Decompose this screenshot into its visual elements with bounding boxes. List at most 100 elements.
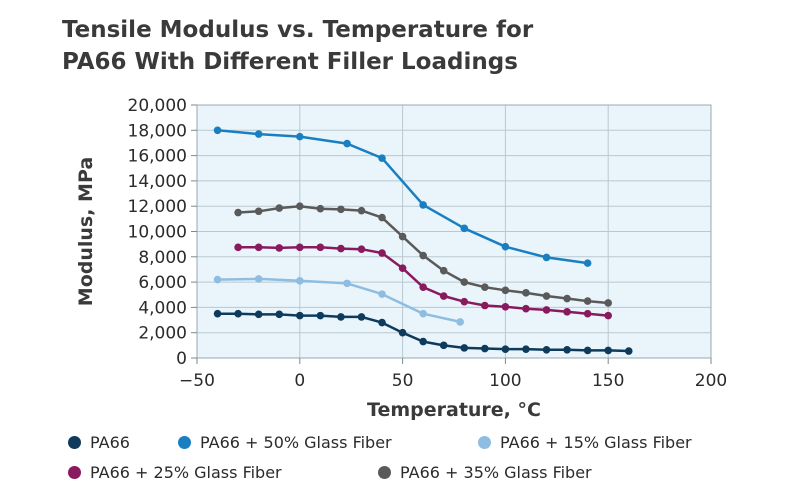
x-tick-label: 50: [392, 371, 414, 391]
data-point: [481, 344, 489, 353]
x-tick-label: 0: [294, 371, 305, 391]
data-point: [542, 292, 551, 300]
y-tick-label: 16,000: [128, 147, 187, 167]
data-point: [419, 201, 427, 209]
data-point: [481, 301, 489, 310]
data-point: [604, 299, 612, 307]
series-0: [213, 309, 633, 355]
data-point: [357, 313, 366, 321]
data-point: [254, 130, 263, 138]
legend-item-pa66-35-glass-fiber: PA66 + 35% Glass Fiber: [378, 463, 592, 482]
data-point: [378, 154, 386, 162]
chart-area: 0 2,000 4,000 6,000 8,000 10,000 12,000 14,000 1…: [75, 96, 727, 421]
data-point: [275, 204, 284, 212]
data-point: [439, 341, 448, 350]
chart-title: Tensile Modulus vs. Temperature for PA66…: [62, 14, 662, 78]
legend-label: PA66 + 15% Glass Fiber: [500, 433, 692, 452]
data-point: [296, 132, 304, 141]
data-point: [460, 278, 469, 286]
data-point: [378, 318, 386, 327]
series-2: [213, 275, 464, 326]
data-point: [501, 242, 510, 251]
data-point: [337, 205, 345, 214]
data-point: [456, 318, 464, 326]
legend-label: PA66: [90, 433, 130, 452]
data-point: [501, 345, 510, 353]
y-tick-label: 6,000: [138, 273, 187, 293]
series-3: [234, 243, 612, 320]
y-tick-label: 18,000: [128, 121, 187, 141]
data-point: [460, 297, 469, 306]
data-point: [604, 311, 612, 320]
y-tick-label: 10,000: [128, 223, 187, 243]
series-4: [234, 202, 612, 307]
data-point: [378, 290, 386, 298]
y-tick-label: 12,000: [128, 197, 187, 217]
legend-marker: [478, 436, 491, 449]
data-point: [522, 289, 530, 297]
data-point: [275, 244, 284, 252]
x-axis-label: Temperature, °C: [367, 399, 541, 421]
data-point: [563, 308, 571, 316]
data-point: [563, 345, 571, 354]
data-point: [398, 328, 407, 337]
data-point: [296, 202, 304, 210]
data-point: [275, 310, 284, 319]
data-point: [213, 309, 222, 318]
x-tick-label: 150: [592, 371, 624, 391]
data-point: [419, 309, 427, 318]
legend-marker: [378, 466, 391, 479]
data-point: [378, 213, 386, 222]
data-point: [624, 347, 633, 355]
data-point: [522, 304, 530, 313]
data-point: [604, 346, 612, 355]
data-point: [316, 311, 325, 320]
y-tick-label: 14,000: [128, 172, 187, 192]
data-point: [542, 345, 551, 354]
data-point: [481, 283, 489, 291]
legend-label: PA66 + 50% Glass Fiber: [200, 433, 392, 452]
data-point: [234, 208, 242, 217]
data-point: [316, 243, 325, 252]
data-point: [398, 232, 407, 241]
legend-item-pa66-25-glass-fiber: PA66 + 25% Glass Fiber: [68, 463, 282, 482]
data-point: [254, 310, 263, 319]
data-point: [254, 207, 263, 216]
chart-title-line-2: PA66 With Different Filler Loadings: [62, 49, 518, 75]
data-point: [213, 275, 222, 284]
series-line: [217, 129, 588, 265]
data-point: [563, 294, 571, 303]
data-point: [522, 345, 530, 353]
data-point: [254, 275, 263, 283]
y-tick-label: 2,000: [138, 324, 187, 344]
data-point: [234, 309, 242, 318]
data-point: [357, 206, 366, 215]
legend-item-pa66: PA66: [68, 433, 130, 452]
data-point: [337, 244, 345, 253]
data-point: [583, 309, 592, 318]
data-point: [254, 243, 263, 252]
legend-marker: [68, 466, 81, 479]
data-point: [501, 286, 510, 295]
data-point: [234, 243, 242, 252]
legend-item-pa66-15-glass-fiber: PA66 + 15% Glass Fiber: [478, 433, 692, 452]
data-point: [343, 279, 351, 288]
data-point: [296, 311, 304, 320]
data-point: [357, 245, 366, 254]
data-point: [460, 344, 469, 352]
data-point: [343, 139, 351, 148]
legend-marker: [178, 436, 191, 449]
data-point: [213, 126, 222, 135]
data-point: [583, 259, 592, 267]
legend-label: PA66 + 35% Glass Fiber: [400, 463, 592, 482]
y-tick-label: 4,000: [138, 298, 187, 318]
data-point: [296, 243, 304, 252]
series-1: [213, 126, 592, 267]
y-tick-label: 20,000: [128, 96, 187, 116]
data-point: [337, 313, 345, 321]
data-point: [583, 346, 592, 355]
legend-marker: [68, 436, 81, 449]
x-tick-label: 200: [695, 371, 727, 391]
data-point: [419, 283, 427, 291]
